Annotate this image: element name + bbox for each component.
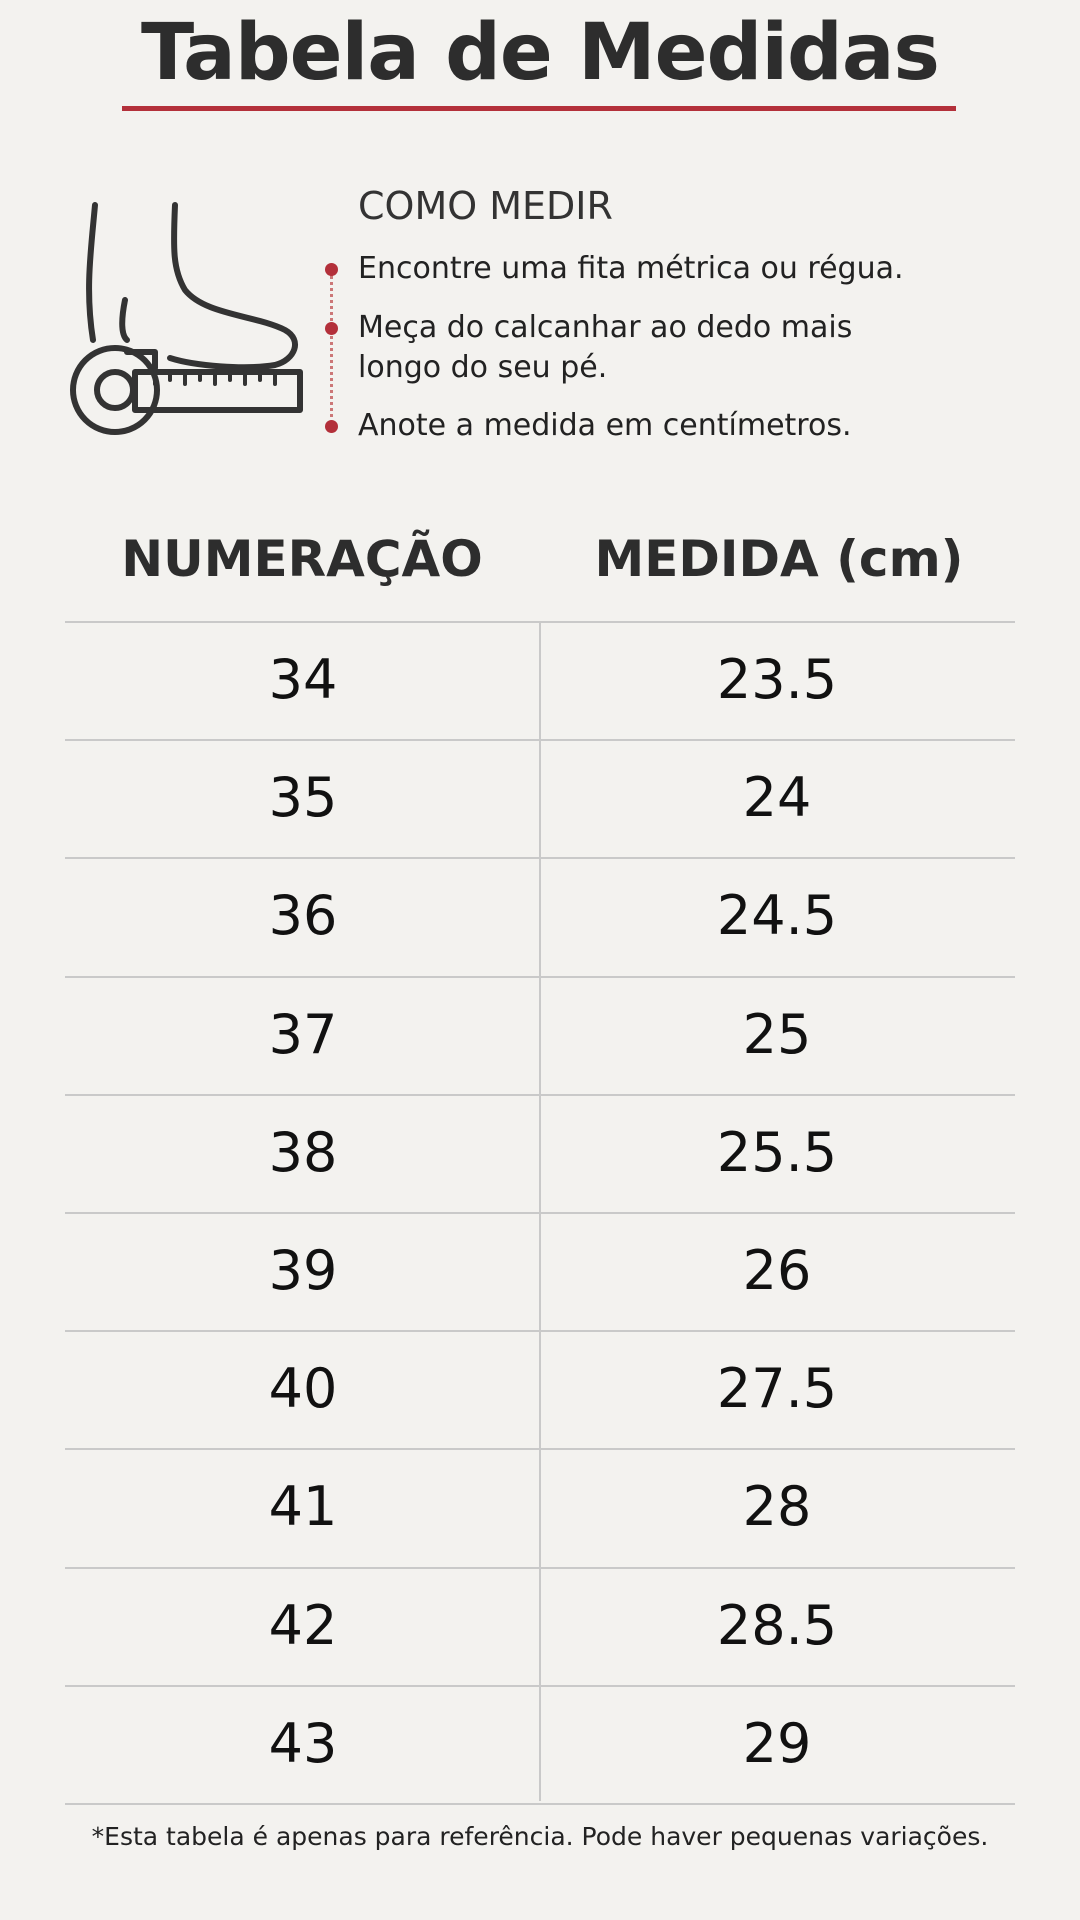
cell: 28 xyxy=(742,1475,812,1539)
tape-ruler xyxy=(132,369,303,413)
cell: 29 xyxy=(742,1711,812,1775)
cell: 42 xyxy=(268,1593,338,1657)
footnote: *Esta tabela é apenas para referência. P… xyxy=(91,1822,989,1851)
row-line xyxy=(65,1330,1015,1333)
foot-icon xyxy=(70,202,303,435)
step: Encontre uma fita métrica ou régua. xyxy=(358,251,904,286)
step: Meça do calcanhar ao dedo mais longo do … xyxy=(358,310,853,385)
row-line xyxy=(65,1684,1015,1687)
bullet xyxy=(325,322,338,335)
cell: 25 xyxy=(742,1002,812,1066)
row-line xyxy=(65,1448,1015,1451)
row-line xyxy=(65,1093,1015,1096)
tape-core xyxy=(94,369,136,411)
cell: 36 xyxy=(268,884,338,948)
cell: 26 xyxy=(742,1239,812,1302)
tape-clip xyxy=(124,349,158,371)
cell: 38 xyxy=(268,1120,338,1184)
row-line xyxy=(65,1212,1015,1214)
foot-outline xyxy=(167,202,298,371)
cell: 25.5 xyxy=(716,1120,838,1184)
column-header: MEDIDA (cm) xyxy=(594,530,964,588)
cell: 37 xyxy=(268,1002,338,1066)
title: Tabela de Medidas xyxy=(141,8,940,98)
cell: 28.5 xyxy=(716,1593,838,1657)
tape-roll xyxy=(70,345,160,435)
bullet-connector xyxy=(330,275,333,425)
leg-back xyxy=(86,202,98,343)
row-line xyxy=(65,621,1015,623)
cell: 24.5 xyxy=(716,884,838,948)
cell: 39 xyxy=(268,1239,338,1302)
cell: 40 xyxy=(268,1357,338,1421)
cell: 23.5 xyxy=(716,648,838,711)
column-divider xyxy=(539,621,541,1801)
row-line xyxy=(65,975,1015,978)
cell: 43 xyxy=(268,1711,338,1775)
ankle xyxy=(119,297,130,343)
cell: 27.5 xyxy=(716,1357,838,1421)
bullet xyxy=(325,263,338,276)
ruler-ticks xyxy=(153,370,277,386)
row-line xyxy=(65,739,1015,742)
row-line xyxy=(65,1803,1015,1805)
column-header: NUMERAÇÃO xyxy=(121,530,483,588)
cell: 35 xyxy=(268,766,338,830)
step: Anote a medida em centímetros. xyxy=(358,408,852,443)
title-underline xyxy=(122,106,956,111)
row-line xyxy=(65,857,1015,860)
bullet xyxy=(325,420,338,433)
cell: 34 xyxy=(268,648,338,711)
cell: 24 xyxy=(742,766,812,830)
cell: 41 xyxy=(268,1475,338,1539)
row-line xyxy=(65,1566,1015,1569)
section-title: COMO MEDIR xyxy=(358,184,613,228)
